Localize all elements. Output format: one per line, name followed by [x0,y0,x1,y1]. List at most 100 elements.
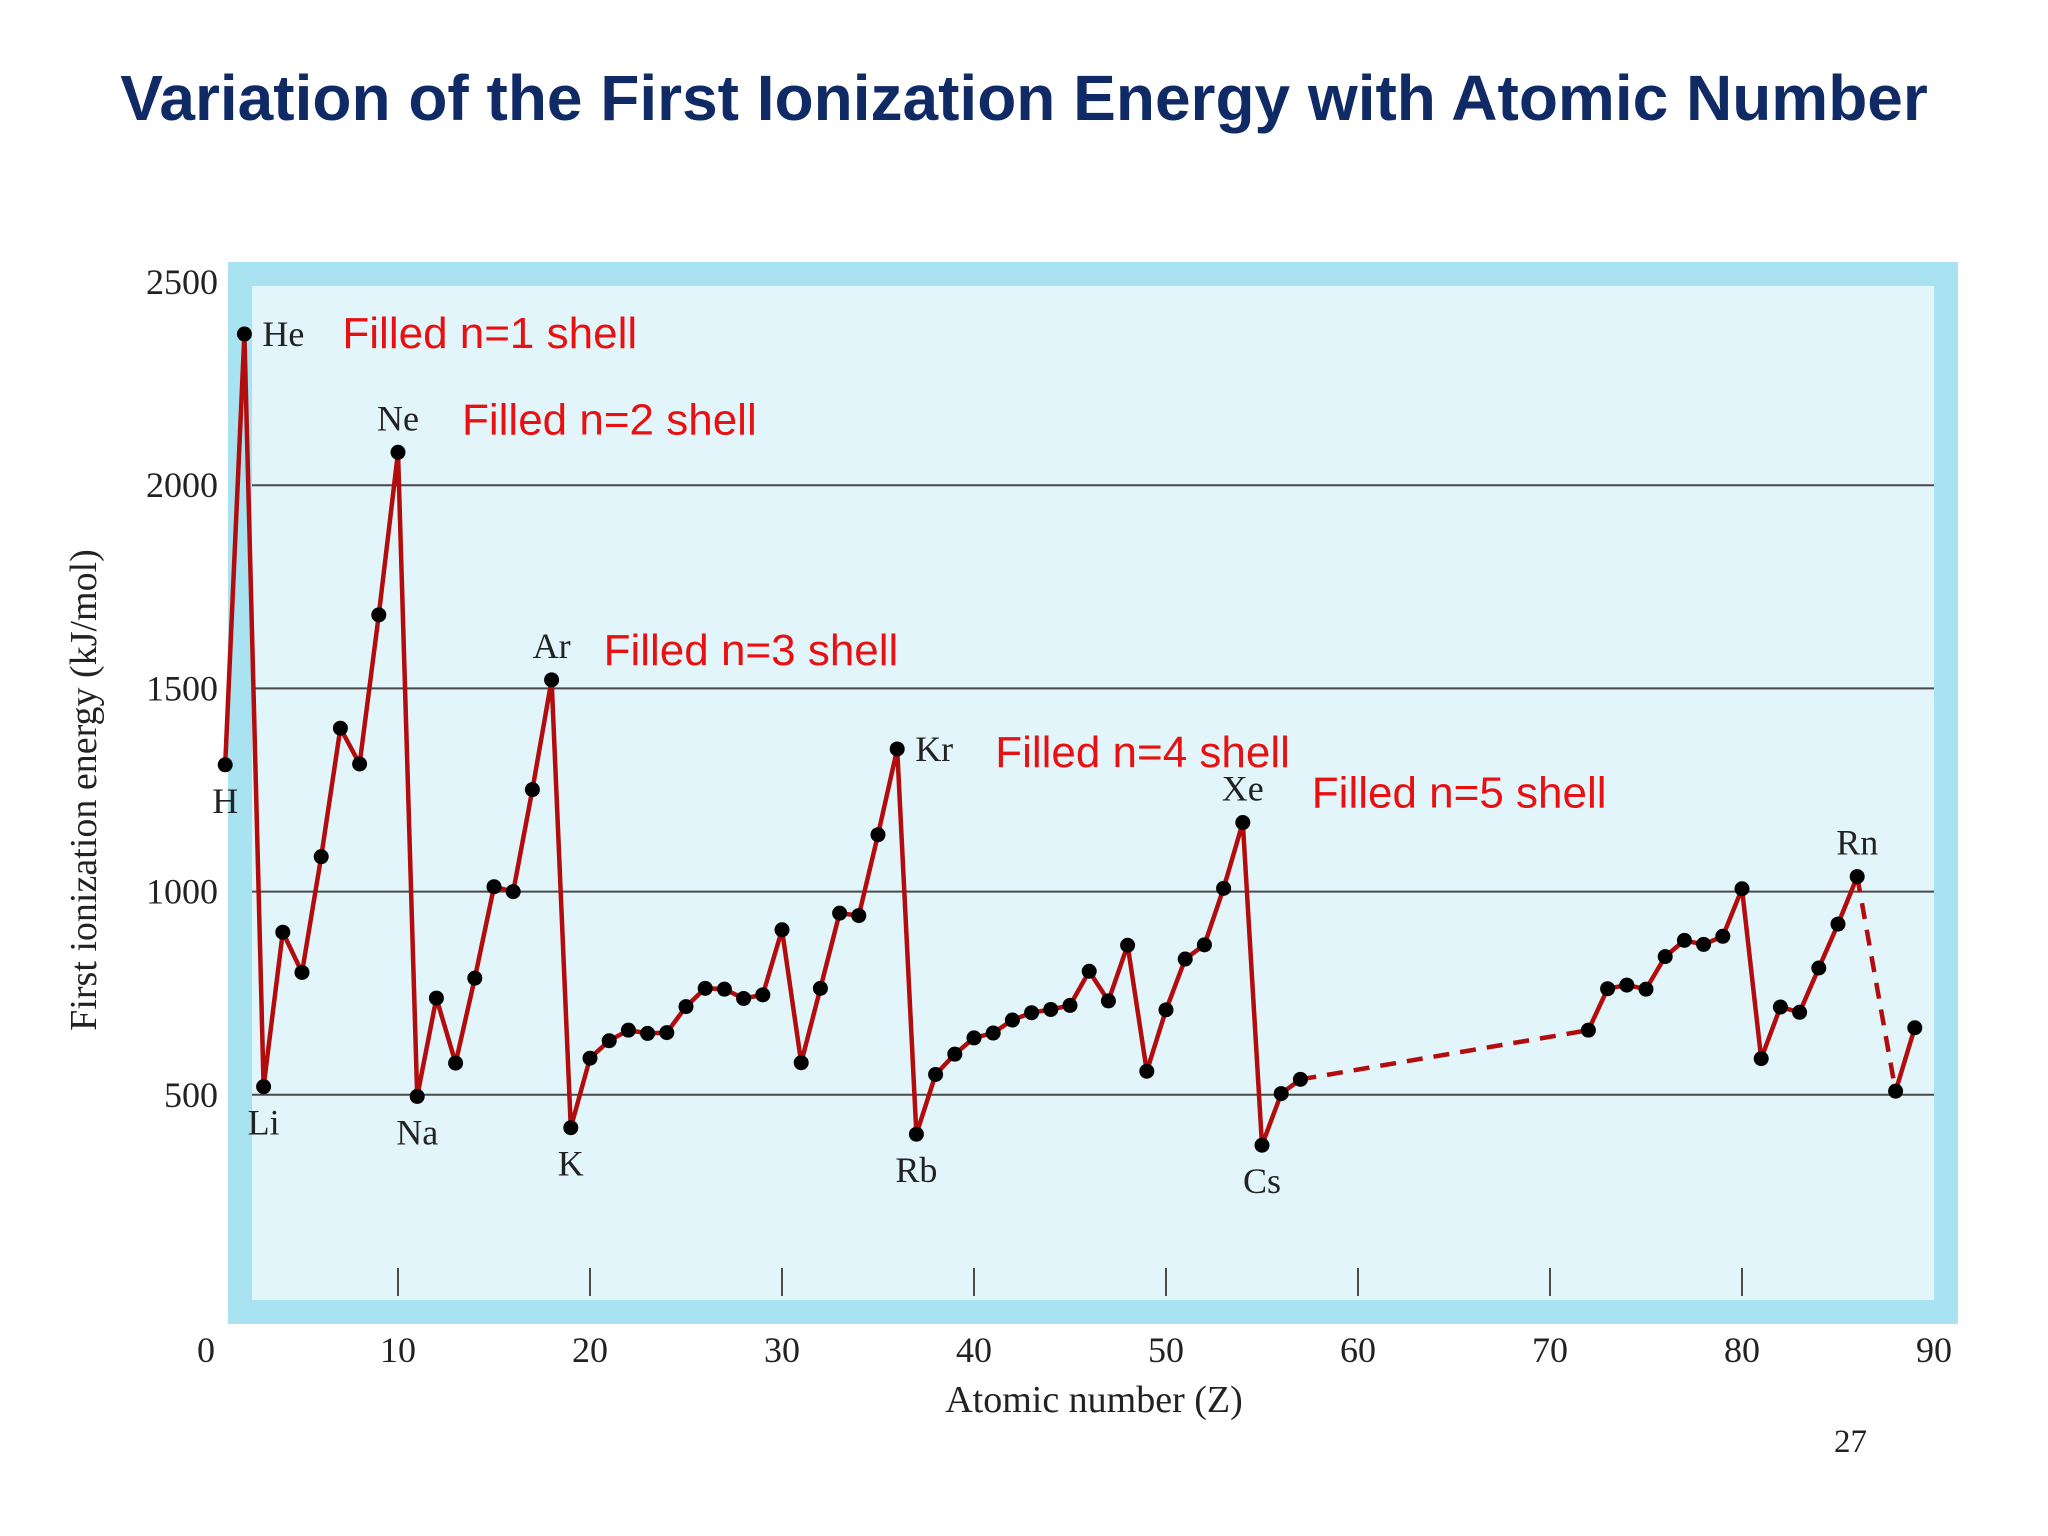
data-point-z40 [966,1030,982,1046]
data-point-z78 [1696,936,1712,952]
element-label-na: Na [396,1112,438,1152]
y-tick-label: 2000 [146,465,218,505]
data-point-z41 [985,1025,1001,1041]
data-point-z1 [217,757,233,773]
annotation-filled-shell-1: Filled n=1 shell [342,309,637,358]
element-label-rb: Rb [895,1150,937,1190]
data-point-z30 [774,922,790,938]
data-point-z7 [332,720,348,736]
data-point-z45 [1062,997,1078,1013]
data-point-z42 [1004,1012,1020,1028]
data-point-z19 [563,1120,579,1136]
annotation-filled-shell-4: Filled n=4 shell [995,728,1290,777]
data-point-z74 [1619,977,1635,993]
data-point-z75 [1638,981,1654,997]
data-point-z14 [467,970,483,986]
x-tick-label: 50 [1148,1330,1184,1370]
data-point-z26 [697,980,713,996]
dashed-gap-line [1300,1027,1589,1082]
marker-layer [217,326,1923,1153]
data-point-z81 [1753,1051,1769,1067]
x-tick-label: 40 [956,1330,992,1370]
data-point-z38 [928,1066,944,1082]
element-label-ar: Ar [533,626,571,666]
data-point-z77 [1676,932,1692,948]
annotation-filled-shell-2: Filled n=2 shell [462,395,757,444]
data-point-z83 [1792,1004,1808,1020]
element-label-ne: Ne [377,398,419,438]
data-point-z9 [371,607,387,623]
data-point-z24 [659,1025,675,1041]
data-point-z13 [448,1055,464,1071]
x-tick-label: 10 [380,1330,416,1370]
data-point-z20 [582,1050,598,1066]
data-point-z44 [1043,1001,1059,1017]
element-label-he: He [262,314,304,354]
data-point-z47 [1100,993,1116,1009]
x-tick-label: 90 [1916,1330,1952,1370]
data-point-z32 [812,980,828,996]
data-point-z12 [428,990,444,1006]
data-point-z10 [390,444,406,460]
data-point-z17 [524,782,540,798]
data-point-z53 [1216,880,1232,896]
data-point-z43 [1024,1005,1040,1021]
data-point-z89 [1907,1020,1923,1036]
axis-layer: 500 1000 1500 2000 2500 0 10 20 30 40 50 60 70 80 90 At… [63,262,1952,1421]
data-point-z79 [1715,928,1731,944]
data-point-z55 [1254,1137,1270,1153]
data-point-z33 [832,905,848,921]
element-label-li: Li [248,1103,280,1143]
data-point-z80 [1734,881,1750,897]
data-point-z46 [1081,963,1097,979]
element-label-xe: Xe [1222,769,1264,809]
data-point-z39 [947,1046,963,1062]
y-axis-title: First ionization energy (kJ/mol) [63,549,105,1031]
data-point-z4 [275,924,291,940]
y-tick-label: 2500 [146,262,218,302]
y-tick-label: 1000 [146,872,218,912]
data-point-z25 [678,999,694,1015]
data-point-z50 [1158,1002,1174,1018]
data-point-z22 [620,1022,636,1038]
data-point-z54 [1235,815,1251,831]
data-point-z82 [1772,999,1788,1015]
annotation-filled-shell-3: Filled n=3 shell [604,626,899,675]
data-point-z18 [544,672,560,688]
data-point-z36 [889,741,905,757]
data-point-z3 [256,1079,272,1095]
data-point-z51 [1177,951,1193,967]
data-point-z5 [294,964,310,980]
y-tick-label: 1500 [146,668,218,708]
data-point-z8 [352,756,368,772]
slide-title: Variation of the First Ionization Energy… [120,62,1928,134]
x-tick-label: 70 [1532,1330,1568,1370]
data-point-z84 [1811,960,1827,976]
x-tick-label: 80 [1724,1330,1760,1370]
x-axis-title: Atomic number (Z) [945,1379,1243,1421]
x-tick-label: 60 [1340,1330,1376,1370]
data-point-z34 [851,908,867,924]
data-point-z2 [236,326,252,342]
annotation-filled-shell-5: Filled n=5 shell [1312,769,1607,818]
data-point-z86 [1849,869,1865,885]
data-point-z57 [1292,1071,1308,1087]
x-tick-label: 30 [764,1330,800,1370]
dashed-gap-line [1854,876,1898,1092]
data-point-z37 [908,1126,924,1142]
data-point-z28 [736,990,752,1006]
page-number: 27 [1834,1424,1867,1460]
data-point-z52 [1196,937,1212,953]
data-point-z16 [505,884,521,900]
series-line [1893,1025,1918,1094]
element-label-h: H [212,781,238,821]
element-label-cs: Cs [1243,1161,1281,1201]
data-point-z31 [793,1055,809,1071]
annotation-layer: Filled n=1 shell Filled n=2 shell Filled n… [342,309,1606,817]
data-point-z88 [1888,1083,1904,1099]
data-point-z48 [1120,937,1136,953]
data-point-z49 [1139,1063,1155,1079]
data-point-z56 [1273,1086,1289,1102]
data-point-z29 [755,987,771,1003]
